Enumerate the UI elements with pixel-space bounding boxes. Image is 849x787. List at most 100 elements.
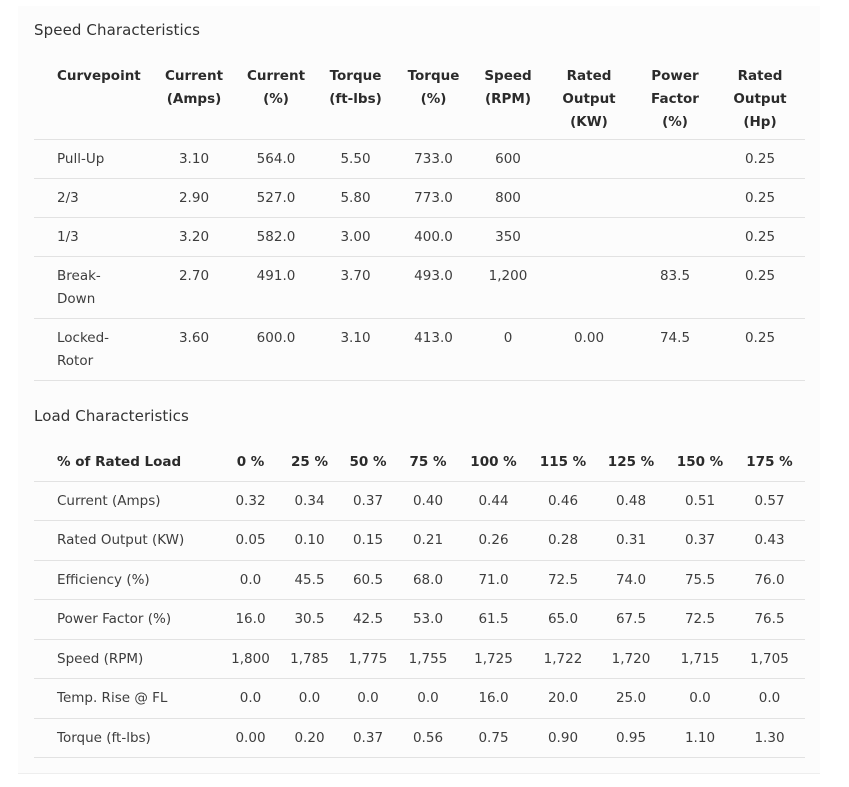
load-metric-label: Efficiency (%) [34, 559, 219, 600]
load-header-cell: 25 % [290, 454, 328, 470]
table-cell: 3.10 [317, 317, 394, 381]
load-header-cell: 150 % [676, 454, 724, 470]
load-header-cell: 50 % [349, 454, 387, 470]
load-header-cell: 0 % [236, 454, 265, 470]
speed-header-text: (%) [662, 114, 688, 130]
table-cell: 0 [473, 317, 543, 381]
table-cell: 0.43 [734, 520, 805, 560]
load-header-cell: 100 % [470, 454, 517, 470]
speed-header-text: Torque [407, 68, 460, 84]
table-row: Locked- Rotor 3.60 600.0 3.10 413.0 0 0.00 74.5 0… [34, 317, 805, 381]
load-metric-label: Rated Output (KW) [34, 520, 219, 560]
table-cell: 0.37 [666, 520, 734, 560]
table-cell: 0.57 [734, 480, 805, 521]
table-cell: 83.5 [635, 255, 715, 318]
speed-header-text: (KW) [570, 114, 608, 130]
table-cell: 16.0 [219, 599, 282, 639]
load-header-cell: % of Rated Load [57, 454, 182, 470]
speed-header-text: (Hp) [743, 114, 777, 130]
table-row: Pull-Up 3.10 564.0 5.50 733.0 600 0.25 [34, 138, 805, 178]
table-cell [543, 255, 635, 318]
table-cell: 1,200 [473, 255, 543, 318]
table-cell: 68.0 [399, 559, 457, 600]
table-cell: 413.0 [394, 317, 473, 381]
load-section-title: Load Characteristics [34, 407, 189, 425]
table-cell: 350 [473, 216, 543, 256]
table-cell: 3.20 [153, 216, 235, 256]
table-row: 2/3 2.90 527.0 5.80 773.0 800 0.25 [34, 177, 805, 217]
curvepoint-label-text: Locked- [57, 329, 110, 346]
table-cell: 773.0 [394, 177, 473, 217]
table-cell: 800 [473, 177, 543, 217]
table-cell: 564.0 [235, 138, 317, 178]
speed-header-text: (%) [263, 91, 289, 107]
table-row: Speed (RPM) 1,800 1,785 1,775 1,755 1,725 1,72… [34, 638, 805, 679]
speed-header-cell: Power Factor (%) [635, 64, 715, 139]
table-cell: 3.60 [153, 317, 235, 381]
speed-header-text: (RPM) [484, 91, 532, 107]
table-cell: 0.95 [596, 717, 666, 758]
table-cell [635, 216, 715, 256]
speed-header-row: Curvepoint Current (Amps) Current (%) Torque (… [34, 64, 805, 139]
speed-header-text: Rated [566, 68, 612, 84]
curvepoint-label: Break- Down [34, 255, 153, 318]
table-cell: 25.0 [596, 678, 666, 718]
table-cell: 600 [473, 138, 543, 178]
curvepoint-label: 2/3 [34, 177, 153, 217]
table-cell: 0.25 [715, 138, 805, 178]
table-cell: 0.40 [399, 480, 457, 521]
table-cell: 733.0 [394, 138, 473, 178]
speed-characteristics-table: Curvepoint Current (Amps) Current (%) Torque (… [34, 64, 805, 381]
load-metric-label: Power Factor (%) [34, 599, 219, 639]
table-cell: 76.0 [734, 559, 805, 600]
curvepoint-label-text: Break- [57, 267, 101, 284]
speed-header-text: Power [651, 68, 699, 84]
table-row: 1/3 3.20 582.0 3.00 400.0 350 0.25 [34, 216, 805, 256]
table-cell: 71.0 [457, 559, 530, 600]
curvepoint-label-text: Pull-Up [57, 150, 105, 167]
table-cell: 3.00 [317, 216, 394, 256]
table-cell: 0.75 [457, 717, 530, 758]
table-cell: 0.0 [282, 678, 337, 718]
table-cell: 0.48 [596, 480, 666, 521]
table-cell: 1.30 [734, 717, 805, 758]
table-cell: 0.21 [399, 520, 457, 560]
speed-header-cell: Rated Output (Hp) [715, 64, 805, 139]
table-cell: 0.28 [530, 520, 596, 560]
speed-header-text: (Amps) [166, 91, 222, 107]
table-cell: 5.80 [317, 177, 394, 217]
table-cell: 0.90 [530, 717, 596, 758]
table-cell: 0.0 [666, 678, 734, 718]
table-cell: 0.10 [282, 520, 337, 560]
table-cell: 67.5 [596, 599, 666, 639]
table-cell: 1.10 [666, 717, 734, 758]
table-cell: 1,755 [399, 638, 457, 679]
speed-header-cell: Rated Output (KW) [543, 64, 635, 139]
table-cell [543, 177, 635, 217]
table-cell: 3.10 [153, 138, 235, 178]
curvepoint-label: Locked- Rotor [34, 317, 153, 381]
table-cell: 0.15 [337, 520, 399, 560]
load-header-row: % of Rated Load 0 % 25 % 50 % 75 % 100 % 115 %… [34, 451, 805, 481]
table-cell: 0.0 [219, 678, 282, 718]
speed-header-text: Output [562, 91, 616, 107]
table-row: Torque (ft-lbs) 0.00 0.20 0.37 0.56 0.75 0.90 0… [34, 717, 805, 758]
table-cell: 400.0 [394, 216, 473, 256]
curvepoint-label-text: Down [57, 290, 96, 307]
speed-header-text: Torque [329, 68, 382, 84]
table-cell [543, 138, 635, 178]
table-cell: 0.44 [457, 480, 530, 521]
table-cell: 1,725 [457, 638, 530, 679]
table-cell: 0.31 [596, 520, 666, 560]
curvepoint-label-text: 1/3 [57, 228, 79, 245]
table-cell: 74.5 [635, 317, 715, 381]
speed-header-text: Speed [484, 68, 532, 84]
table-cell: 0.37 [337, 717, 399, 758]
curvepoint-label-text: Rotor [57, 352, 94, 369]
table-cell: 60.5 [337, 559, 399, 600]
load-characteristics-table: % of Rated Load 0 % 25 % 50 % 75 % 100 % 115 %… [34, 451, 805, 758]
table-cell: 0.46 [530, 480, 596, 521]
table-row: Current (Amps) 0.32 0.34 0.37 0.40 0.44 0.46 0.… [34, 480, 805, 521]
speed-header-text: (ft-lbs) [329, 91, 382, 107]
table-cell: 1,715 [666, 638, 734, 679]
